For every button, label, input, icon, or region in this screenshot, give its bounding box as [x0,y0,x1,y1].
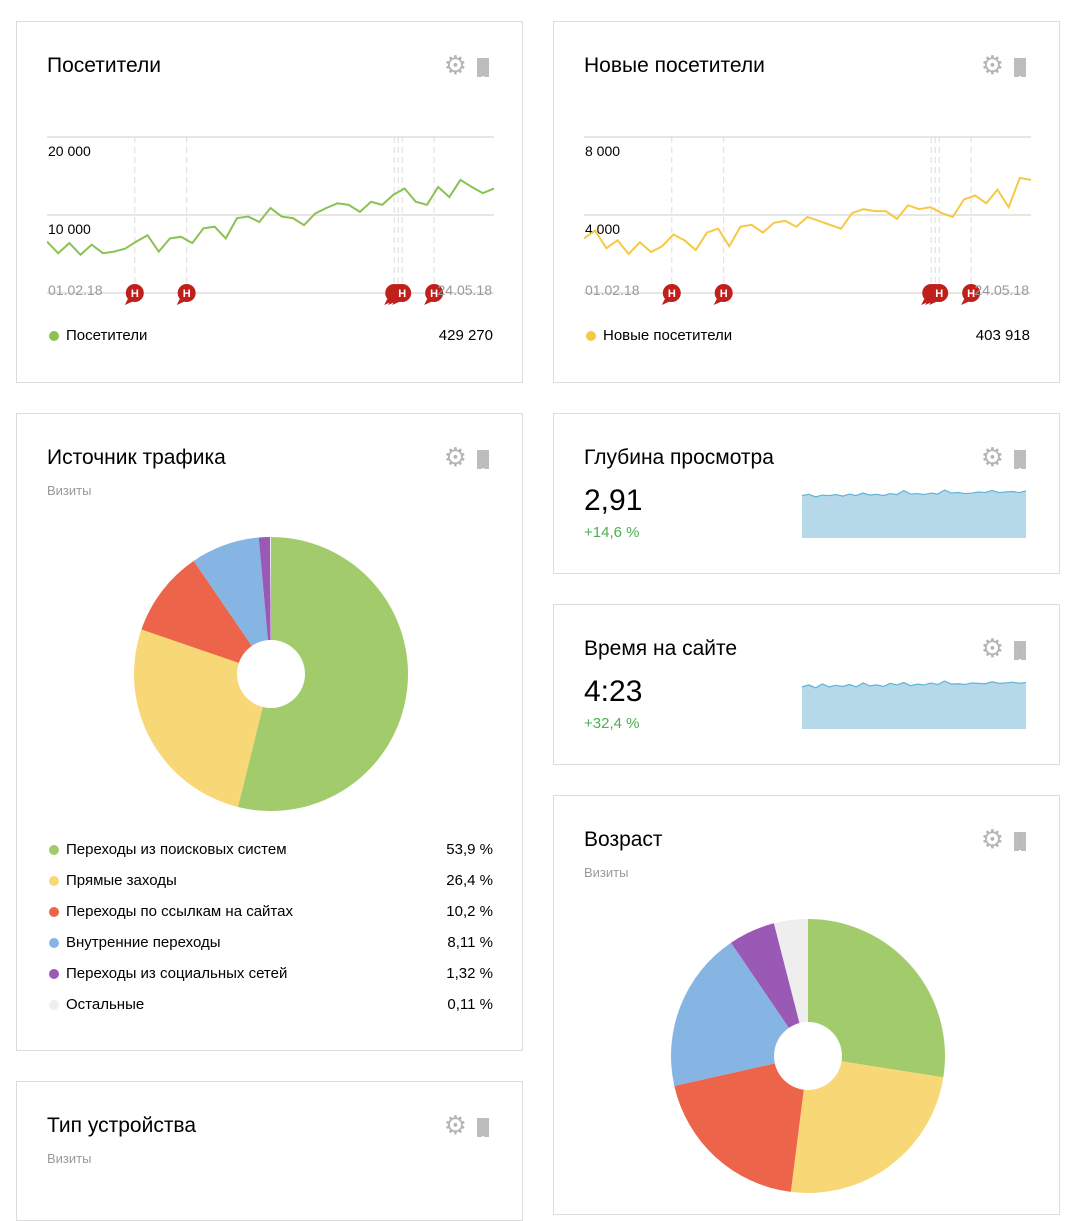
legend-value: 26,4 % [446,872,493,889]
legend-label: Остальные [66,996,144,1013]
axis-label-end: 24.05.18 [975,282,1030,298]
gear-icon[interactable]: ⚙ [444,52,467,78]
metric-value: 4:23 [584,675,642,709]
widget-title: Новые посетители [584,54,765,78]
drag-handle-icon[interactable] [1014,450,1026,468]
widget-title: Посетители [47,54,161,78]
legend-dot [49,876,59,886]
legend-item[interactable]: Прямые заходы 26,4 % [47,871,493,891]
legend-item[interactable]: Переходы из поисковых систем 53,9 % [47,840,493,860]
widget-device-type: Тип устройства Визиты ⚙ [16,1081,523,1221]
widget-title: Время на сайте [584,637,737,661]
sparkline-area [802,681,1026,729]
holiday-marker[interactable]: Н [125,284,144,305]
gear-icon[interactable]: ⚙ [444,444,467,470]
legend-value: 1,32 % [446,965,493,982]
gear-icon[interactable]: ⚙ [981,635,1004,661]
gear-icon[interactable]: ⚙ [981,444,1004,470]
holiday-marker[interactable]: Н [714,284,733,305]
widget-subtitle: Визиты [47,1151,91,1166]
widget-traffic-source: Источник трафика Визиты ⚙ Переходы из по… [16,413,523,1051]
legend-label: Посетители [66,327,147,344]
y-tick-label: 10 000 [48,221,91,237]
drag-handle-icon[interactable] [477,1118,489,1136]
holiday-marker[interactable]: Н [177,284,196,305]
legend-label: Внутренние переходы [66,934,221,951]
drag-handle-icon[interactable] [477,450,489,468]
y-tick-label: 20 000 [48,143,91,159]
widget-title: Источник трафика [47,446,226,470]
svg-text:Н: Н [668,288,676,300]
widget-title: Тип устройства [47,1114,196,1138]
widget-view-depth: Глубина просмотра ⚙ 2,91 +14,6 % [553,413,1060,574]
time-sparkline [802,679,1026,729]
legend-item[interactable]: Посетители 429 270 [47,326,493,346]
series-line [47,180,494,255]
drag-handle-icon[interactable] [1014,832,1026,850]
widget-subtitle: Визиты [584,865,628,880]
axis-label-end: 24.05.18 [438,282,493,298]
widget-time-on-site: Время на сайте ⚙ 4:23 +32,4 % [553,604,1060,765]
widget-subtitle: Визиты [47,483,91,498]
svg-text:Н: Н [131,288,139,300]
y-tick-label: 8 000 [585,143,620,159]
sparkline-area [802,490,1026,538]
axis-label-start: 01.02.18 [585,282,640,298]
legend-value: 8,11 % [447,934,493,951]
widget-age: Возраст Визиты ⚙ [553,795,1060,1215]
pie-hole [774,1022,842,1090]
svg-text:Н: Н [183,288,191,300]
metric-delta: +32,4 % [584,715,639,732]
legend-dot [49,845,59,855]
legend-total: 429 270 [439,327,493,344]
legend-dot [49,331,59,341]
svg-text:Н: Н [720,288,728,300]
legend-label: Переходы из поисковых систем [66,841,287,858]
legend-item[interactable]: Внутренние переходы 8,11 % [47,933,493,953]
pie-hole [237,640,305,708]
widget-title: Возраст [584,828,663,852]
legend-value: 10,2 % [446,903,493,920]
gear-icon[interactable]: ⚙ [981,52,1004,78]
legend-value: 0,11 % [447,996,493,1013]
legend-label: Переходы из социальных сетей [66,965,287,982]
legend-dot [49,1000,59,1010]
legend-label: Прямые заходы [66,872,177,889]
legend-dot [49,969,59,979]
traffic-pie-chart [133,536,409,812]
legend-item[interactable]: Остальные 0,11 % [47,995,493,1015]
metric-value: 2,91 [584,484,642,518]
legend-item[interactable]: Переходы по ссылкам на сайтах 10,2 % [47,902,493,922]
holiday-marker[interactable]: Н [662,284,681,305]
svg-text:Н: Н [398,288,406,300]
legend-item[interactable]: Новые посетители 403 918 [584,326,1030,346]
widget-title: Глубина просмотра [584,446,774,470]
gear-icon[interactable]: ⚙ [444,1112,467,1138]
svg-text:Н: Н [935,288,943,300]
legend-dot [586,331,596,341]
drag-handle-icon[interactable] [1014,58,1026,76]
legend-total: 403 918 [976,327,1030,344]
legend-dot [49,938,59,948]
depth-sparkline [802,488,1026,538]
metric-delta: +14,6 % [584,524,639,541]
drag-handle-icon[interactable] [477,58,489,76]
age-pie-chart [670,918,946,1194]
legend-item[interactable]: Переходы из социальных сетей 1,32 % [47,964,493,984]
legend-value: 53,9 % [446,841,493,858]
legend-label: Новые посетители [603,327,732,344]
legend-dot [49,907,59,917]
gear-icon[interactable]: ⚙ [981,826,1004,852]
drag-handle-icon[interactable] [1014,641,1026,659]
axis-label-start: 01.02.18 [48,282,103,298]
legend-label: Переходы по ссылкам на сайтах [66,903,293,920]
